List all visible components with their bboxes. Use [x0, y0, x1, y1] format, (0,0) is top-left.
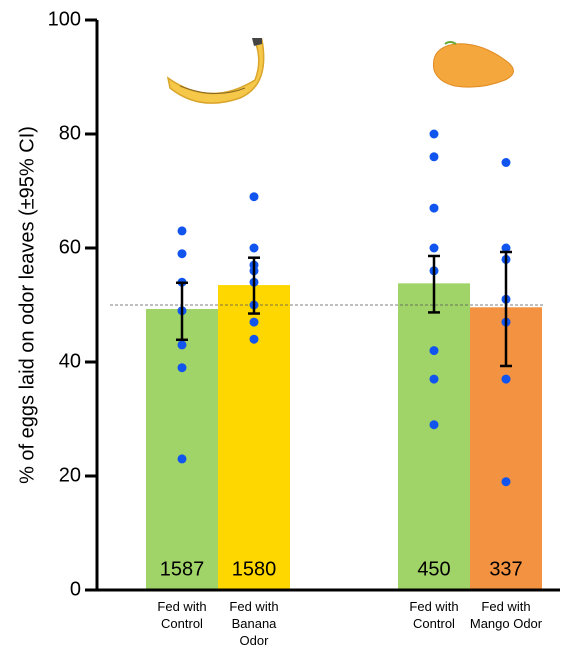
y-tick-label: 60 — [59, 236, 81, 258]
y-tick-label: 100 — [48, 8, 81, 30]
data-point — [430, 346, 439, 355]
data-point — [430, 244, 439, 253]
data-point — [430, 130, 439, 139]
data-point — [430, 152, 439, 161]
x-tick-label: Fed with Mango Odor — [468, 598, 544, 632]
data-point — [250, 244, 259, 253]
data-point — [502, 158, 511, 167]
count-label: 1587 — [160, 558, 205, 580]
y-tick-label: 0 — [70, 578, 81, 600]
data-point — [502, 477, 511, 486]
y-tick-label: 80 — [59, 122, 81, 144]
banana-icon — [168, 38, 264, 103]
data-point — [430, 420, 439, 429]
mango-icon — [433, 42, 513, 87]
data-point — [178, 340, 187, 349]
data-point — [178, 226, 187, 235]
count-label: 337 — [489, 558, 522, 580]
bar — [146, 309, 218, 590]
x-tick-label: Fed with Banana Odor — [216, 598, 292, 649]
chart: % of eggs laid on odor leaves (±95% CI) … — [0, 0, 587, 656]
y-tick-label: 40 — [59, 350, 81, 372]
data-point — [502, 375, 511, 384]
bar — [218, 285, 290, 590]
data-point — [250, 318, 259, 327]
data-point — [250, 335, 259, 344]
count-label: 450 — [417, 558, 450, 580]
data-point — [178, 363, 187, 372]
bar — [398, 283, 470, 590]
page: % of eggs laid on odor leaves (±95% CI) … — [0, 0, 587, 656]
data-point — [430, 204, 439, 213]
count-label: 1580 — [232, 558, 277, 580]
x-tick-label: Fed with Control — [144, 598, 220, 632]
data-point — [178, 249, 187, 258]
data-point — [178, 454, 187, 463]
x-tick-label: Fed with Control — [396, 598, 472, 632]
data-point — [250, 192, 259, 201]
y-tick-label: 20 — [59, 464, 81, 486]
y-axis-label: % of eggs laid on odor leaves (±95% CI) — [16, 126, 38, 484]
data-point — [430, 375, 439, 384]
